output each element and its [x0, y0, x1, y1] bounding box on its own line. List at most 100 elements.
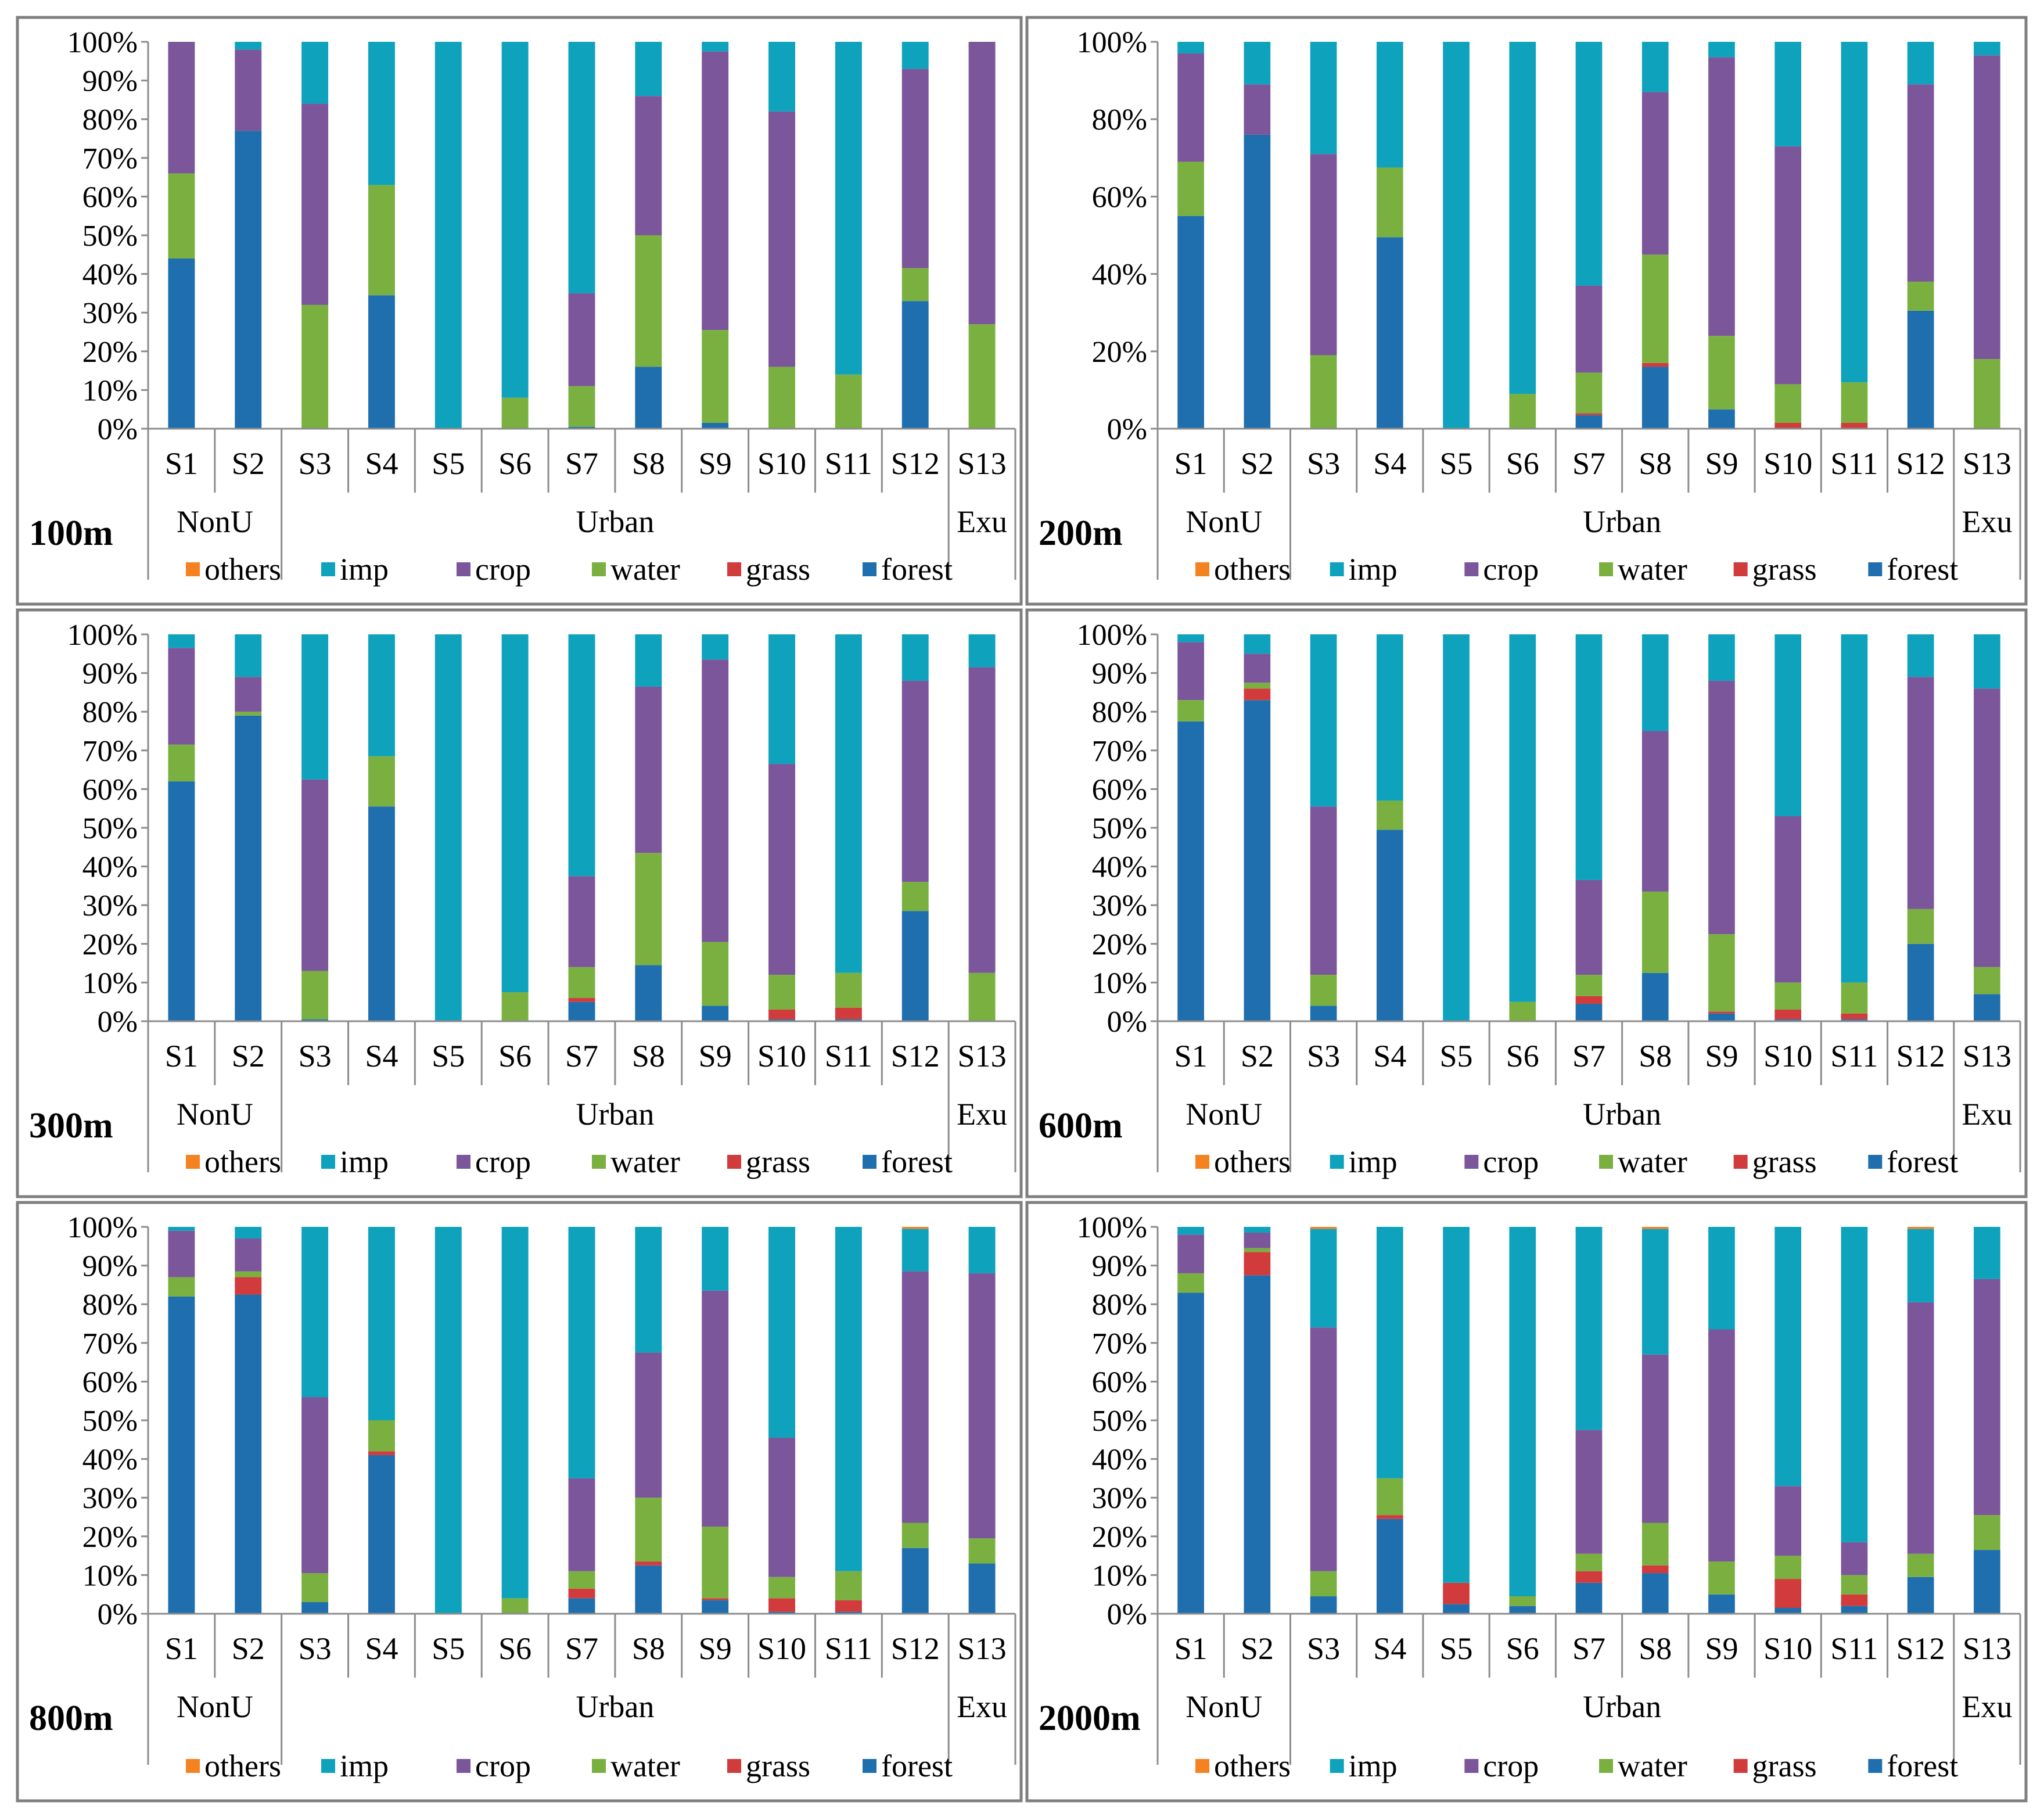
bar-S13-water — [968, 324, 996, 429]
bar-S12-imp — [1907, 1229, 1934, 1302]
legend-label-forest: forest — [881, 1749, 953, 1783]
bar-S3-others — [1310, 1227, 1337, 1229]
y-tick-label: 50% — [1092, 812, 1147, 845]
x-tick-label: S13 — [1963, 446, 2011, 481]
group-label-exu: Exu — [1962, 504, 2012, 539]
chart-panel-600m: 0% 10% 20% 30% 40% 50% 60% 70% 80% 90% 100% S1 S2 S3 S… — [1025, 608, 2028, 1198]
bar-S12-water — [1907, 1553, 1934, 1577]
x-tick-label: S1 — [165, 1039, 198, 1074]
y-tick-label: 10% — [1092, 1559, 1147, 1592]
bar-S11-water — [1841, 982, 1868, 1014]
group-label-urban: Urban — [576, 1689, 654, 1724]
bar-S1-crop — [168, 42, 195, 174]
bar-S9-imp — [1708, 634, 1735, 681]
bar-S11-grass — [1841, 423, 1868, 429]
y-tick-label: 70% — [82, 735, 138, 768]
bar-S6-water — [1509, 394, 1536, 429]
x-tick-label: S2 — [232, 1039, 265, 1074]
x-tick-label: S5 — [432, 446, 465, 481]
legend-swatch-others — [186, 562, 200, 576]
bar-S7-imp — [1575, 634, 1603, 880]
legend-label-others: others — [204, 1749, 281, 1783]
bar-S9-forest — [702, 423, 729, 429]
bar-S8-imp — [1641, 634, 1669, 731]
bar-S10-water — [768, 975, 796, 1010]
bar-S12-water — [901, 882, 929, 911]
x-tick-label: S3 — [299, 1631, 332, 1666]
chart-panel-100m: 0% 10% 20% 30% 40% 50% 60% 70% 80% 90% 100% S1 S2 S3 S… — [16, 16, 1023, 606]
bar-S1-crop — [1177, 642, 1204, 701]
x-tick-label: S10 — [757, 1631, 806, 1666]
x-tick-label: S5 — [432, 1039, 465, 1074]
bar-S4-imp — [1376, 42, 1403, 168]
bar-S7-imp — [568, 634, 595, 877]
legend-label-water: water — [1618, 552, 1687, 587]
bar-S10-imp — [1774, 634, 1802, 817]
bar-S10-grass — [768, 1010, 796, 1019]
legend-swatch-forest — [1868, 1759, 1883, 1773]
bar-S8-water — [635, 235, 662, 367]
bar-S10-grass — [1774, 1579, 1802, 1609]
bar-S13-crop — [968, 42, 996, 325]
bar-S6-imp — [501, 634, 529, 993]
legend-swatch-grass — [727, 1759, 741, 1773]
bar-S5-grass — [1443, 1582, 1470, 1604]
bar-S10-water — [1774, 982, 1802, 1010]
x-tick-label: S12 — [891, 446, 940, 481]
bar-S4-imp — [1376, 634, 1403, 801]
chart-panel-800m: 0% 10% 20% 30% 40% 50% 60% 70% 80% 90% 100% S1 S2 S3 S… — [16, 1201, 1023, 1803]
group-label-exu: Exu — [1962, 1689, 2012, 1724]
legend-swatch-forest — [1868, 1155, 1883, 1169]
bar-S10-water — [1774, 1556, 1802, 1579]
x-tick-label: S12 — [1896, 1631, 1945, 1666]
bar-S7-water — [568, 386, 595, 427]
bar-S3-crop — [301, 1397, 329, 1574]
legend-label-crop: crop — [475, 1144, 531, 1179]
bar-S4-forest — [368, 1455, 395, 1614]
bar-S10-crop — [768, 111, 796, 367]
x-tick-label: S13 — [1963, 1039, 2011, 1074]
bar-S8-crop — [1641, 1354, 1669, 1523]
legend-swatch-water — [592, 562, 606, 576]
bar-S8-grass — [1641, 362, 1669, 367]
bar-S3-water — [301, 1573, 329, 1603]
bar-S11-water — [835, 972, 862, 1008]
legend-label-imp: imp — [340, 1749, 389, 1783]
bar-S9-imp — [702, 1227, 729, 1291]
legend-label-crop: crop — [475, 1749, 531, 1783]
bar-S7-crop — [568, 1478, 595, 1571]
x-tick-label: S2 — [1241, 446, 1274, 481]
x-tick-label: S2 — [232, 446, 265, 481]
group-label-exu: Exu — [1962, 1097, 2012, 1132]
legend-swatch-water — [592, 1155, 606, 1169]
bar-S9-imp — [702, 42, 729, 52]
x-tick-label: S7 — [1572, 1631, 1605, 1666]
bar-S2-crop — [1244, 654, 1271, 683]
y-tick-label: 90% — [82, 65, 138, 98]
bar-S8-grass — [1641, 1565, 1669, 1574]
panel-label: 600m — [1039, 1106, 1123, 1146]
bar-S3-forest — [301, 1019, 329, 1021]
x-tick-label: S3 — [299, 1039, 332, 1074]
x-tick-label: S3 — [299, 446, 332, 481]
y-tick-label: 60% — [82, 181, 138, 214]
bar-S9-forest — [1708, 409, 1735, 429]
x-tick-label: S6 — [1506, 446, 1539, 481]
bar-S13-forest — [1974, 994, 2000, 1021]
bar-S2-imp — [235, 42, 262, 50]
legend-label-forest: forest — [881, 1144, 953, 1179]
bar-S9-crop — [702, 659, 729, 942]
bar-S8-water — [635, 1498, 662, 1562]
bar-S3-imp — [1310, 634, 1337, 807]
bar-S2-crop — [235, 677, 262, 712]
bar-S1-water — [1177, 161, 1204, 216]
bar-S12-forest — [1907, 310, 1934, 429]
y-tick-label: 50% — [82, 220, 138, 253]
x-tick-label: S8 — [1639, 446, 1672, 481]
legend-label-grass: grass — [1752, 552, 1817, 587]
bar-S9-water — [1708, 336, 1735, 410]
bar-S4-imp — [368, 634, 395, 756]
bar-S13-crop — [1974, 55, 2000, 360]
bar-S6-water — [501, 992, 529, 1021]
bar-S12-water — [1907, 909, 1934, 944]
